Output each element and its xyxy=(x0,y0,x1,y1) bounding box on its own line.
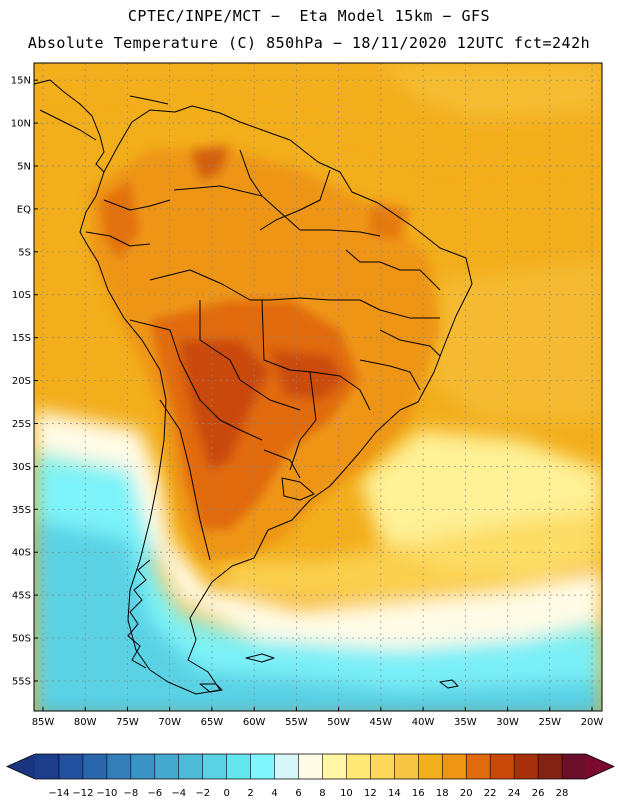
lat-label: 50S xyxy=(12,634,31,645)
colorbar-tick-label: 10 xyxy=(340,788,353,799)
colorbar-tick-label: 12 xyxy=(364,788,377,799)
graticule xyxy=(34,63,602,711)
colorbar-tick-label: 20 xyxy=(460,788,473,799)
chart-title-line2: Absolute Temperature (C) 850hPa − 18/11/… xyxy=(27,34,591,52)
colorbar-tick-label: 6 xyxy=(295,788,301,799)
colorbar-tick-label: 14 xyxy=(388,788,401,799)
lon-label: 80W xyxy=(74,717,97,728)
coastline xyxy=(34,79,473,695)
colorbar-swatch xyxy=(322,754,347,779)
colorbar-swatch xyxy=(562,754,587,779)
colorbar-tick-label: −2 xyxy=(195,788,210,799)
colorbar-swatch xyxy=(178,754,203,779)
lat-label: 5S xyxy=(18,247,31,258)
colorbar-swatch xyxy=(394,754,419,779)
lon-label: 20W xyxy=(581,717,604,728)
colorbar-swatch xyxy=(514,754,539,779)
lon-label: 50W xyxy=(327,717,350,728)
lat-label: 15N xyxy=(11,76,31,87)
lon-label: 70W xyxy=(158,717,181,728)
colorbar-swatch xyxy=(202,754,227,779)
colorbar-tick-label: 26 xyxy=(532,788,545,799)
plot-frame xyxy=(33,62,603,712)
lon-label: 35W xyxy=(454,717,477,728)
lon-label: 40W xyxy=(412,717,435,728)
colorbar-swatch xyxy=(346,754,371,779)
colorbar-tick-label: −10 xyxy=(96,788,117,799)
lat-label: 30S xyxy=(12,462,31,473)
colorbar-tick-label: −6 xyxy=(147,788,162,799)
colorbar-ticks: −14 −12 −10 −8 −6 −4 −2 0 2 4 6 8 10 12 14 16 18 20 22 24 26… xyxy=(48,754,568,799)
lon-label: 60W xyxy=(243,717,266,728)
colorbar-swatch xyxy=(82,754,108,779)
colorbar-tick-label: 16 xyxy=(412,788,425,799)
temperature-field xyxy=(34,63,602,711)
lat-label: 45S xyxy=(12,591,31,602)
chart-title-line1: CPTEC/INPE/MCT − Eta Model 15km − GFS xyxy=(127,7,491,25)
lon-label: 25W xyxy=(538,717,561,728)
lon-label: 55W xyxy=(285,717,308,728)
colorbar-tick-label: −12 xyxy=(72,788,93,799)
colorbar xyxy=(6,753,615,780)
colorbar-tick-label: −4 xyxy=(171,788,186,799)
colorbar-swatch xyxy=(418,754,443,779)
latitude-labels: 15N 10N 5N EQ 5S 10S 15S 20S 25S 30S 35S 40S 45S 50S 5… xyxy=(11,76,38,687)
lat-label: 10N xyxy=(11,119,31,130)
colorbar-swatch xyxy=(130,754,156,779)
lon-label: 45W xyxy=(370,717,393,728)
colorbar-low-arrow xyxy=(7,754,35,779)
colorbar-swatch xyxy=(250,754,275,779)
colorbar-tick-label: 28 xyxy=(556,788,569,799)
colorbar-swatch xyxy=(538,754,563,779)
colorbar-high-arrow xyxy=(586,754,614,779)
lon-label: 75W xyxy=(116,717,139,728)
colorbar-tick-label: 4 xyxy=(271,788,277,799)
lat-label: EQ xyxy=(17,204,31,215)
lon-label: 85W xyxy=(32,717,55,728)
lat-label: 35S xyxy=(12,505,31,516)
colorbar-tick-label: −14 xyxy=(48,788,69,799)
colorbar-swatch xyxy=(442,754,467,779)
lat-label: 15S xyxy=(12,333,31,344)
lat-label: 10S xyxy=(12,290,31,301)
lon-label: 65W xyxy=(201,717,224,728)
colorbar-tick-label: 24 xyxy=(508,788,521,799)
colorbar-swatch xyxy=(154,754,180,779)
lat-label: 5N xyxy=(17,161,31,172)
colorbar-swatch xyxy=(106,754,132,779)
lat-label: 55S xyxy=(12,676,31,687)
colorbar-tick-label: 2 xyxy=(247,788,253,799)
colorbar-swatch xyxy=(298,754,323,779)
colorbar-swatch xyxy=(58,754,84,779)
colorbar-tick-label: 0 xyxy=(223,788,229,799)
colorbar-swatch xyxy=(370,754,395,779)
lat-label: 20S xyxy=(12,376,31,387)
colorbar-swatch xyxy=(466,754,491,779)
colorbar-tick-label: −8 xyxy=(123,788,138,799)
lon-label: 30W xyxy=(496,717,519,728)
colorbar-tick-label: 22 xyxy=(484,788,497,799)
lat-label: 25S xyxy=(12,419,31,430)
colorbar-tick-label: 8 xyxy=(319,788,325,799)
colorbar-swatch xyxy=(274,754,299,779)
colorbar-swatch xyxy=(226,754,251,779)
lat-label: 40S xyxy=(12,548,31,559)
colorbar-tick-label: 18 xyxy=(436,788,449,799)
colorbar-swatch xyxy=(35,754,60,779)
colorbar-swatch xyxy=(490,754,515,779)
longitude-labels: 85W 80W 75W 70W 65W 60W 55W 50W 45W 40W 35W 30W 25W 2… xyxy=(32,707,604,728)
